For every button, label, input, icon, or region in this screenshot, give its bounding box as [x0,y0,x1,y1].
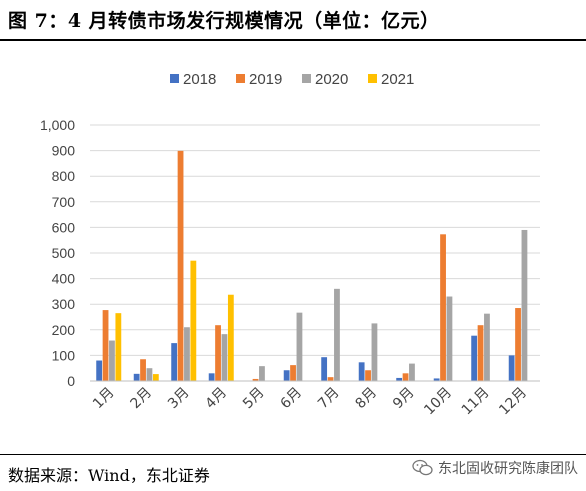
bar-2019-11 [477,325,484,381]
bar-2019-1 [102,310,109,381]
bar-2018-8 [358,362,365,381]
bar-2020-5 [259,366,265,381]
bar-2018-12 [508,355,515,381]
legend-label-2020: 2020 [315,71,348,88]
x-tick-label: 11月 [459,385,493,419]
bar-2018-7 [321,357,328,381]
bar-2018-11 [471,335,478,381]
bar-2021-4 [227,294,234,381]
legend-swatch-2018 [170,74,179,83]
bar-2020-10 [446,296,453,381]
title-rule [0,39,586,41]
bar-2020-1 [109,340,115,381]
source-note: 数据来源：Wind，东北证券 [8,466,210,485]
bar-2020-3 [184,327,190,381]
footer-rule [0,454,586,455]
legend-label-2019: 2019 [249,71,282,88]
x-tick-label: 7月 [315,385,343,413]
y-tick-label: 900 [52,143,76,159]
y-tick-label: 400 [52,271,76,287]
x-tick-label: 5月 [240,385,268,413]
bar-2020-12 [521,229,528,381]
y-tick-label: 100 [52,347,76,363]
bars [96,150,528,381]
y-tick-label: 700 [52,194,76,210]
x-tick-label: 4月 [203,385,231,413]
bar-2020-7 [334,288,340,381]
bar-2021-1 [115,313,122,381]
bar-2018-1 [96,360,103,381]
y-tick-label: 200 [52,322,76,338]
x-tick-label: 10月 [421,385,455,419]
bar-2018-2 [133,373,140,381]
y-tick-label: 800 [52,168,76,184]
bar-2019-10 [440,234,446,381]
x-tick-label: 2月 [128,385,156,413]
bar-2020-6 [296,312,303,381]
bar-2020-2 [146,368,153,381]
x-tick-label: 12月 [496,385,530,419]
wechat-icon [412,459,434,477]
bar-2019-9 [402,373,409,381]
x-tick-label: 6月 [278,385,306,413]
bar-2019-7 [327,377,334,381]
legend-label-2018: 2018 [183,71,216,88]
bar-2019-3 [177,150,184,381]
gridlines [90,124,540,356]
x-tick-label: 1月 [90,385,118,413]
bar-2018-9 [396,377,403,381]
x-tick-label: 3月 [165,385,193,413]
x-tick-label: 9月 [390,385,418,413]
bar-2019-8 [365,370,371,381]
y-tick-label: 300 [52,296,76,312]
bar-2020-8 [371,323,378,381]
watermark-text: 东北固收研究陈康团队 [438,461,578,477]
legend-label-2021: 2021 [381,71,414,88]
bar-2020-9 [409,363,415,381]
chart-legend: 2018 2019 2020 2021 [170,71,414,88]
bar-2019-4 [215,325,221,381]
bar-2020-4 [221,334,228,381]
y-tick-label: 500 [52,245,76,261]
watermark: 东北固收研究陈康团队 [412,458,578,478]
bar-chart: 2018 2019 2020 2021 0 100 200 300 400 500 600 700 8… [40,71,540,419]
y-tick-label: 600 [52,219,76,235]
y-tick-label: 0 [67,373,75,389]
bar-2018-6 [283,370,290,381]
y-axis: 0 100 200 300 400 500 600 700 800 900 1,000 [40,117,75,389]
bar-2018-10 [433,378,440,381]
bar-2019-12 [515,308,521,381]
x-axis: 1月 2月 3月 4月 5月 6月 7月 8月 9月 10月 11月 12月 [90,380,540,419]
legend-swatch-2019 [236,74,245,83]
bar-2018-4 [208,373,215,381]
bar-2021-2 [152,374,159,381]
legend-swatch-2020 [302,74,311,83]
y-tick-label: 1,000 [40,117,75,133]
bar-2021-3 [190,260,197,381]
bar-2019-2 [140,359,146,381]
bar-2018-3 [171,343,178,381]
bar-2019-6 [290,365,296,381]
bar-2020-11 [484,313,490,381]
figure-title: 图 7：4 月转债市场发行规模情况（单位：亿元） [8,10,440,32]
legend-swatch-2021 [368,74,377,83]
bar-2019-5 [252,378,259,381]
x-tick-label: 8月 [353,385,381,413]
